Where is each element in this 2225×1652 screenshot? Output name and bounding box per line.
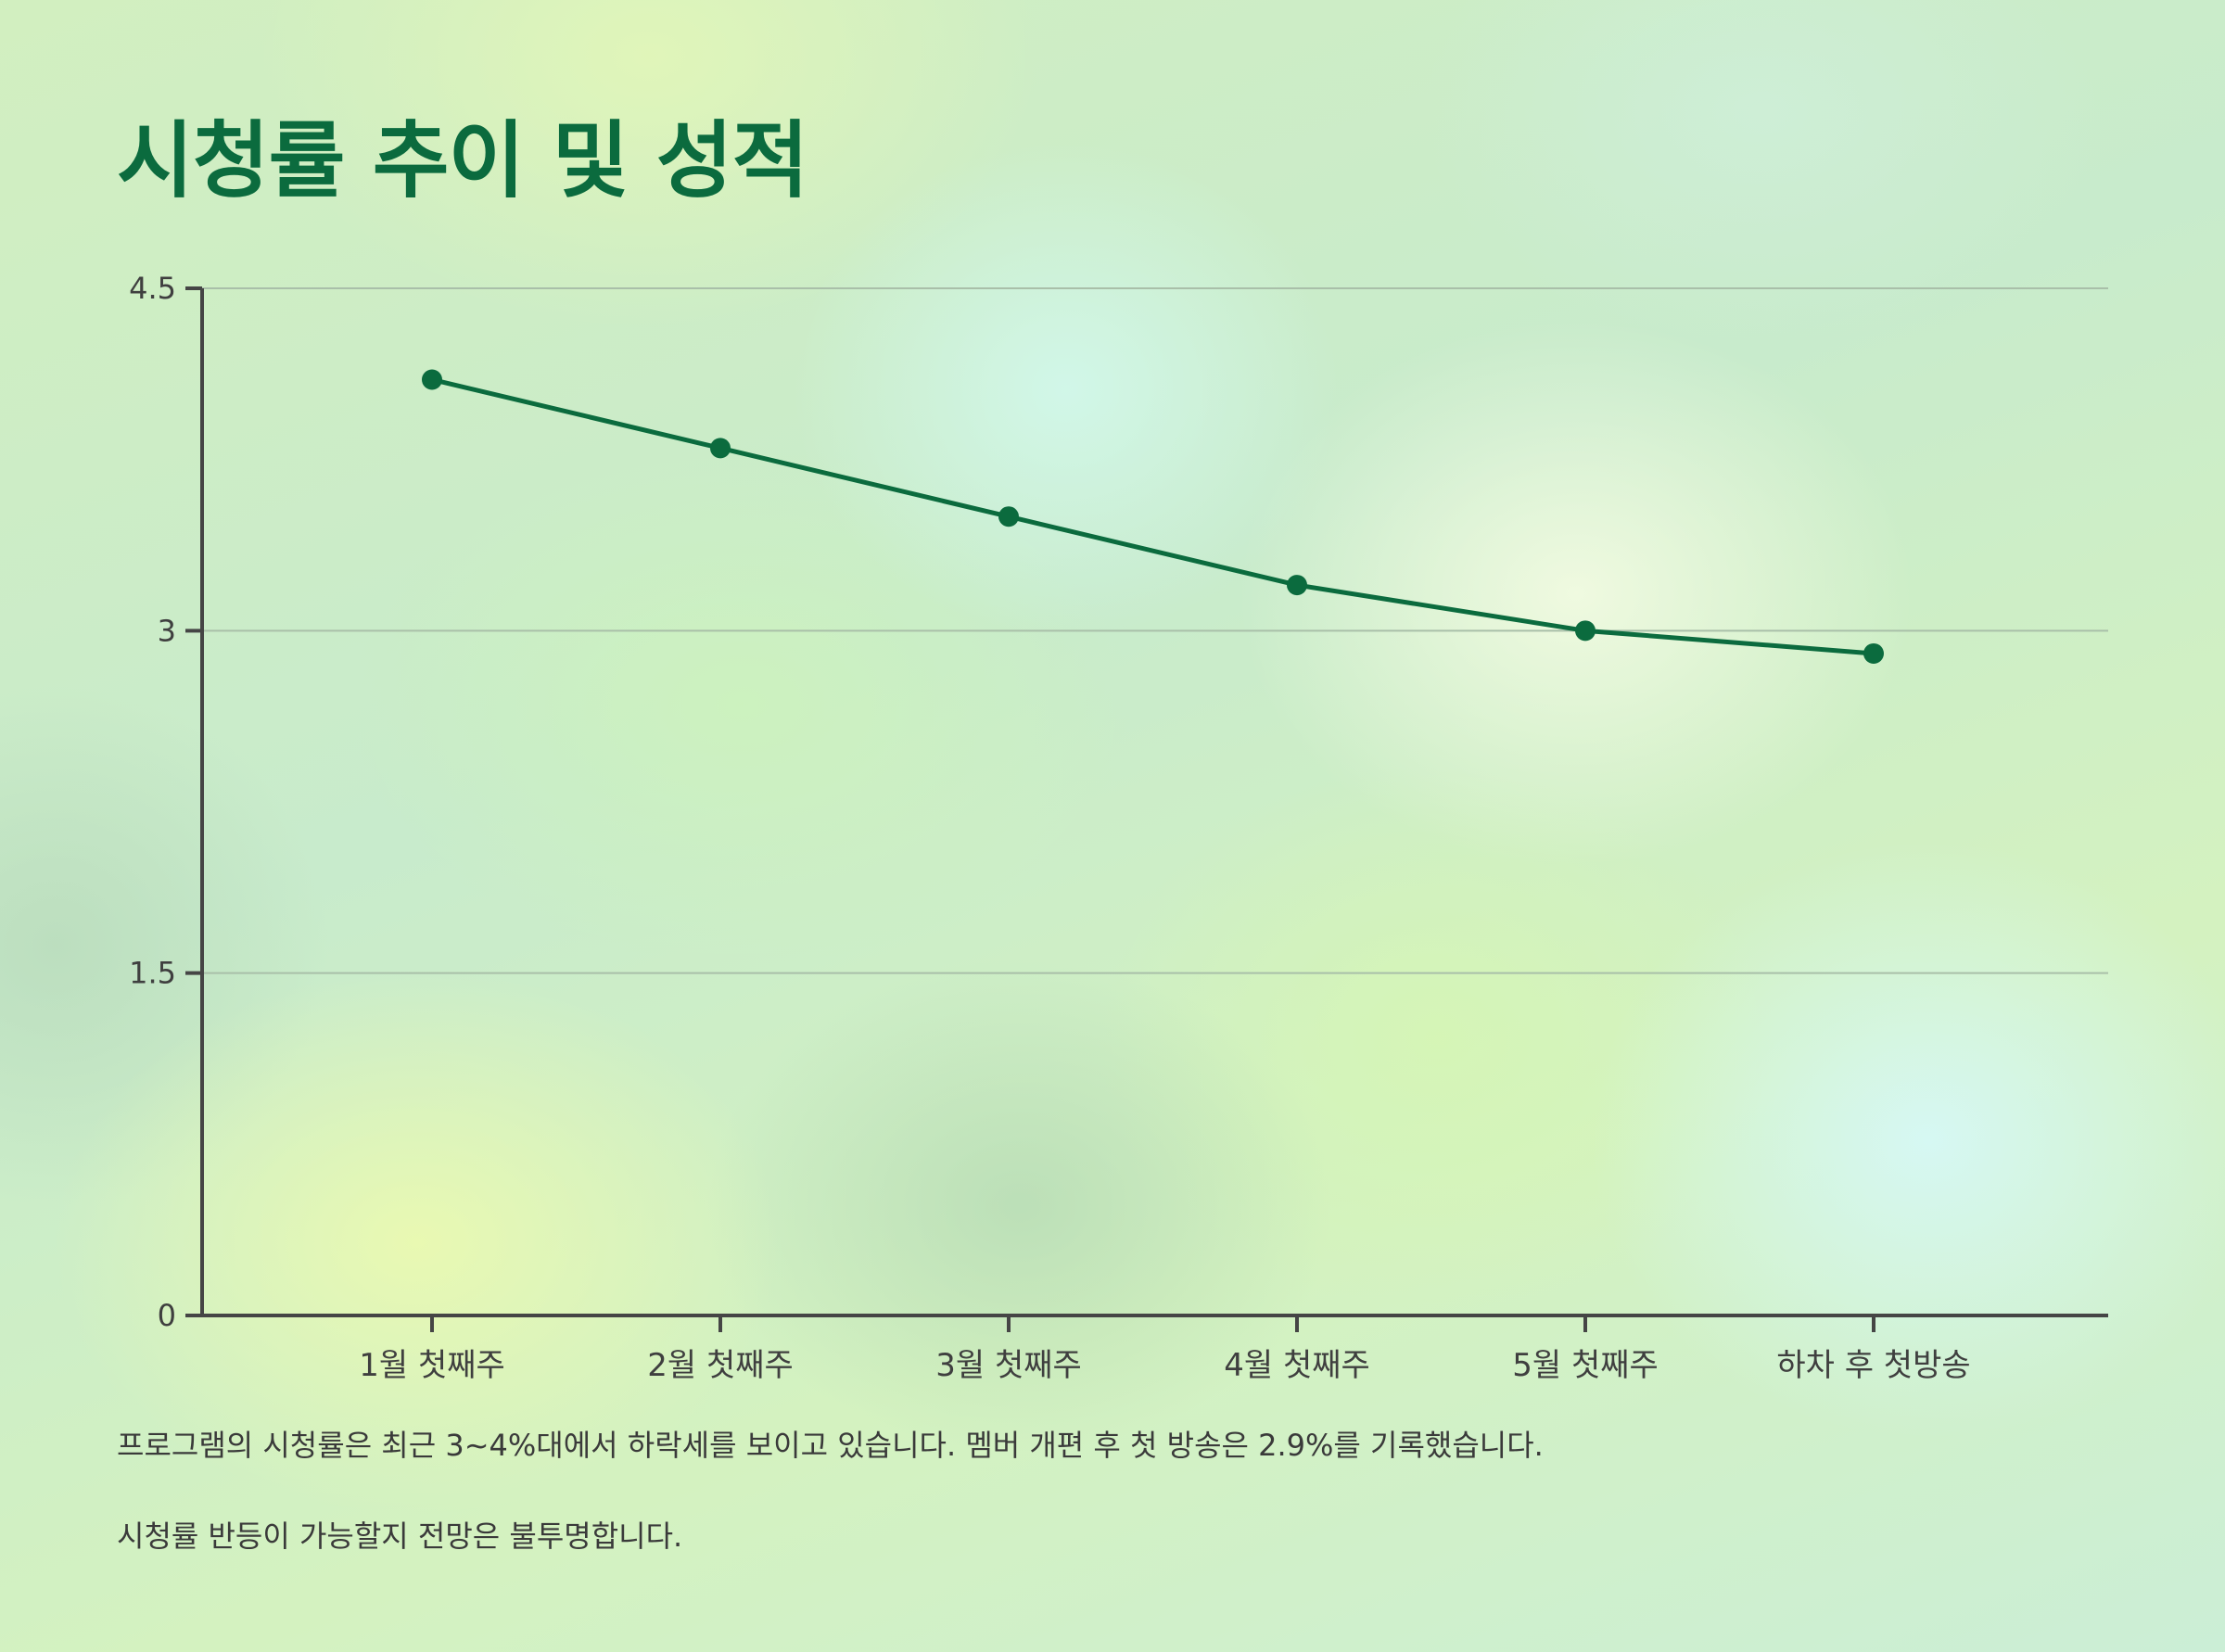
y-tick-label-0: 0 xyxy=(158,1298,176,1333)
chart-title: 시청률 추이 및 성적 xyxy=(117,112,808,210)
data-point-2 xyxy=(998,506,1019,527)
chart-note-2: 시청률 반등이 가능할지 전망은 불투명합니다. xyxy=(117,1519,683,1554)
data-points xyxy=(422,369,1884,664)
data-point-4 xyxy=(1575,620,1596,642)
data-point-0 xyxy=(422,369,442,390)
x-tick-label-4: 5월 첫째주 xyxy=(1512,1347,1659,1384)
series-line-group xyxy=(429,376,1876,656)
series-line xyxy=(429,376,1876,656)
chart-note-1: 프로그램의 시청률은 최근 3~4%대에서 하락세를 보이고 있습니다. 멤버 … xyxy=(117,1428,1544,1463)
data-point-3 xyxy=(1287,575,1307,596)
axes xyxy=(185,286,2108,1332)
x-tick-label-0: 1월 첫째주 xyxy=(359,1347,505,1384)
x-tick-label-1: 2월 첫째주 xyxy=(647,1347,794,1384)
data-point-1 xyxy=(710,438,731,459)
x-tick-label-5: 하차 후 첫방송 xyxy=(1776,1347,1970,1384)
y-tick-label-1: 1.5 xyxy=(129,956,176,991)
x-tick-label-3: 4월 첫째주 xyxy=(1224,1347,1370,1384)
x-tick-label-2: 3월 첫째주 xyxy=(935,1347,1082,1384)
y-tick-label-3: 4.5 xyxy=(129,271,176,306)
tick-labels: 0 1.5 3 4.5 1월 첫째주 2월 첫째주 3월 첫째주 4월 첫째주 5월 첫째주 하차… xyxy=(129,271,1971,1384)
y-tick-label-2: 3 xyxy=(158,613,176,648)
gridlines xyxy=(202,287,2108,974)
data-point-5 xyxy=(1863,642,1884,664)
